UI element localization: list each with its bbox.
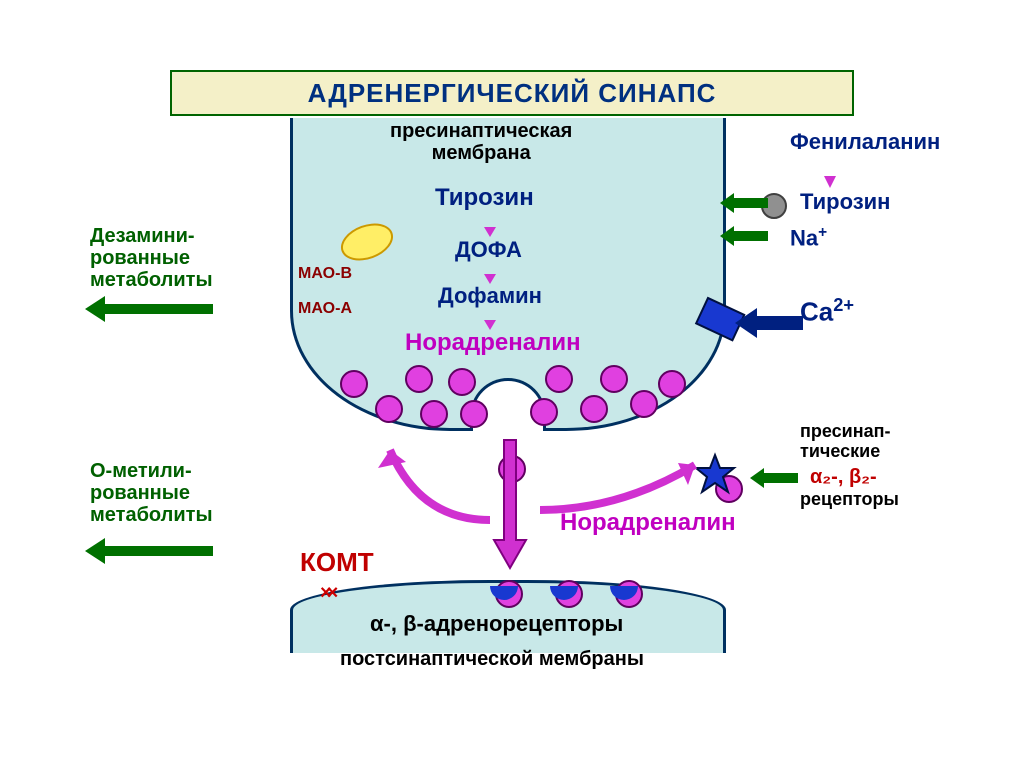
label-dopa: ДОФА (455, 238, 522, 262)
vesicle-icon (405, 365, 433, 393)
label-alpha2-beta2: α₂-, β₂- (810, 466, 877, 488)
label-postsynaptic-membrane: постсинаптической мембраны (340, 648, 644, 670)
arrow-dopa-dopamine (480, 264, 500, 286)
label-phenylalanine: Фенилаланин (790, 130, 940, 154)
label-presyn-receptors-1: пресинап- тические (800, 422, 890, 462)
vesicle-icon (448, 368, 476, 396)
label-mao-a: МАО-А (298, 300, 352, 318)
label-omethylated: О-метили- рованные метаболиты (90, 460, 213, 526)
label-deaminated: Дезамини- рованные метаболиты (90, 225, 213, 291)
vesicle-icon (530, 398, 558, 426)
vesicle-icon (375, 395, 403, 423)
label-tyrosine-in: Тирозин (435, 185, 534, 211)
label-dopamine: Дофамин (438, 284, 542, 308)
label-ca2-plus: Ca2+ (800, 295, 854, 326)
label-tyrosine-out: Тирозин (800, 190, 890, 214)
label-na-plus: Na+ (790, 225, 827, 251)
vesicle-icon (580, 395, 608, 423)
arrow-omethylated-out (85, 540, 215, 564)
vesicle-icon (600, 365, 628, 393)
vesicle-icon (340, 370, 368, 398)
vesicle-icon (630, 390, 658, 418)
arrow-tyr-dopa (480, 215, 500, 239)
arrow-tyrosine-in (720, 195, 770, 213)
diagram-title: АДРЕНЕРГИЧЕСКИЙ СИНАПС (170, 70, 854, 116)
label-presyn-receptors-2: рецепторы (800, 490, 899, 510)
label-komt: КОМТ (300, 548, 374, 577)
vesicle-icon (658, 370, 686, 398)
komt-inhibit-icon: ×× (320, 582, 333, 605)
arrow-na-in (720, 228, 770, 246)
arrow-deaminated-out (85, 298, 215, 322)
label-adrenoreceptors: α-, β-адренорецепторы (370, 612, 623, 636)
arrow-to-presyn-receptor (530, 435, 730, 525)
vesicle-icon (545, 365, 573, 393)
arrow-reuptake-left (360, 420, 510, 540)
arrow-dopamine-na (480, 310, 500, 332)
label-noradrenaline-in: Норадреналин (405, 330, 581, 356)
label-presynaptic-membrane: пресинаптическая мембрана (390, 120, 572, 164)
arrow-ca-in (735, 310, 805, 340)
arrow-phe-tyr (820, 160, 840, 190)
label-mao-b: МАО-В (298, 265, 352, 283)
arrow-presyn-receptor-label (750, 470, 800, 488)
